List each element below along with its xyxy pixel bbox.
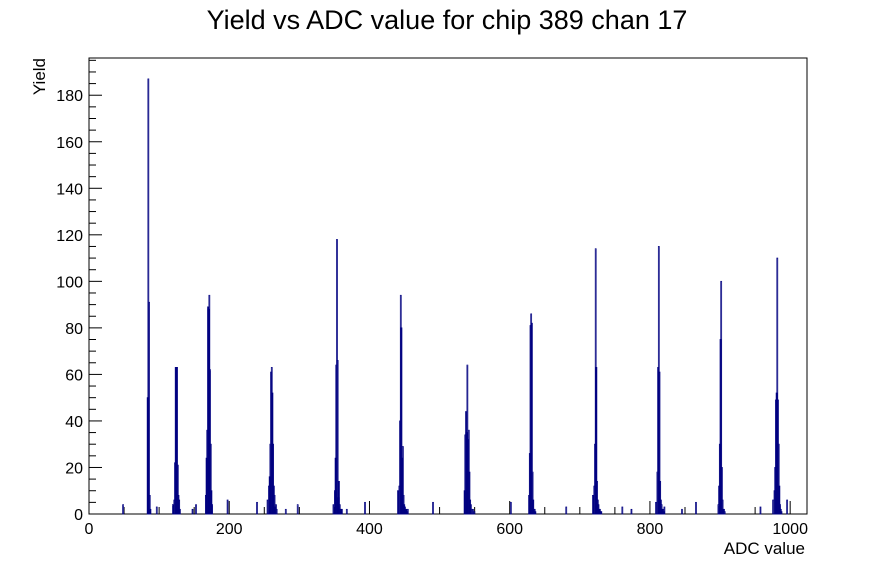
histogram-bar: [191, 508, 194, 515]
y-tick-label: 0: [74, 507, 83, 524]
histogram-bar: [772, 499, 774, 515]
histogram-bar: [275, 508, 278, 515]
histogram-bar: [780, 511, 783, 515]
y-tick-label: 180: [56, 88, 83, 105]
histogram-bar: [432, 501, 434, 515]
histogram-bar: [195, 504, 197, 515]
histogram-bar: [332, 504, 335, 515]
x-tick-label: 800: [637, 521, 664, 538]
y-tick-label: 160: [56, 135, 83, 152]
histogram-bar: [397, 490, 399, 515]
histogram-bar: [406, 508, 409, 515]
histogram-bar: [534, 511, 537, 515]
histogram-bar: [256, 501, 258, 515]
histogram-bar: [695, 501, 697, 515]
histogram-bar: [786, 499, 788, 515]
y-tick-label: 140: [56, 181, 83, 198]
plot-frame: [88, 57, 808, 515]
histogram-bar: [630, 508, 633, 515]
histogram-bar: [122, 504, 124, 515]
histogram-bar: [266, 499, 269, 515]
histogram-bar: [155, 506, 158, 515]
y-tick-label: 20: [65, 460, 83, 477]
histogram-bar: [149, 508, 152, 515]
histogram-bar: [296, 504, 299, 515]
histogram-bar: [655, 501, 657, 515]
histogram-bar: [179, 508, 181, 515]
y-axis-title: Yield: [30, 58, 49, 95]
histogram-bar: [364, 501, 366, 515]
y-axis: 0 20 40 60 80 100 120 140 160 180: [56, 59, 102, 524]
histogram-bar: [172, 504, 174, 515]
y-tick-label: 120: [56, 228, 83, 245]
histogram-bar: [211, 504, 214, 515]
histogram-bar: [681, 508, 683, 515]
histogram-bar: [565, 506, 568, 515]
histogram-bar: [723, 511, 726, 515]
chart-title: Yield vs ADC value for chip 389 chan 17: [207, 5, 688, 35]
y-tick-label: 100: [56, 274, 83, 291]
x-axis: 0 200 400 600 800 1000: [85, 501, 808, 538]
histogram-bar: [759, 506, 762, 515]
histogram-bar: [600, 511, 603, 515]
histogram-bar: [473, 511, 476, 515]
histogram-bar: [226, 499, 229, 515]
x-axis-title: ADC value: [724, 539, 805, 558]
histogram-bar: [663, 506, 666, 515]
histogram-bar: [284, 508, 287, 515]
x-tick-label: 400: [356, 521, 383, 538]
y-tick-label: 60: [65, 367, 83, 384]
x-tick-label: 200: [216, 521, 243, 538]
x-tick-label: 1000: [772, 521, 808, 538]
y-tick-label: 80: [65, 321, 83, 338]
histogram-bar: [341, 508, 343, 515]
x-tick-label: 600: [496, 521, 523, 538]
histogram-bar: [621, 506, 624, 515]
y-tick-label: 40: [65, 414, 83, 431]
histogram-bar: [470, 508, 473, 515]
histogram-bar: [472, 508, 474, 515]
histogram-bar: [510, 501, 512, 515]
histogram-bar: [592, 494, 594, 515]
x-tick-label: 0: [85, 521, 94, 538]
histogram-bar: [345, 508, 348, 515]
histogram-bars: [122, 78, 788, 515]
